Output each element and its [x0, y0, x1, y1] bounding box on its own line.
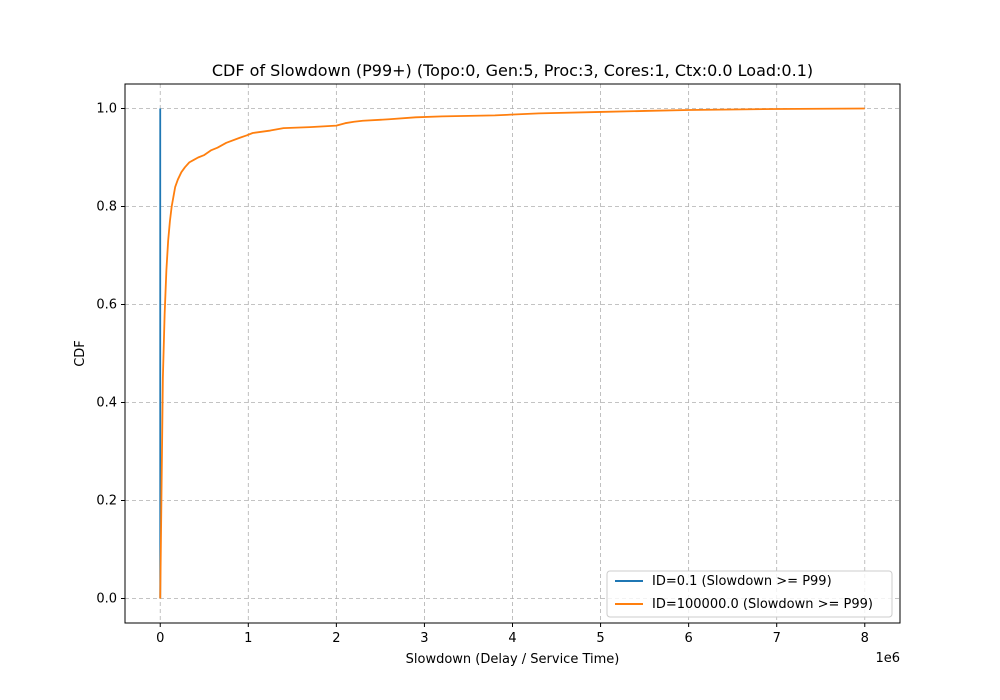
x-tick-label: 3: [420, 631, 428, 646]
y-tick-label: 0.0: [96, 592, 117, 607]
legend: ID=0.1 (Slowdown >= P99) ID=100000.0 (Sl…: [606, 570, 893, 618]
x-tick-label: 7: [773, 631, 781, 646]
y-tick-label: 0.6: [96, 298, 117, 313]
grid-layer: [125, 84, 900, 623]
series-layer: [159, 107, 865, 599]
tick-layer: 0 1 2 3 4 5 6 7 8 0.0 0.2 0.4 0.6 0.8 1.0: [96, 102, 869, 647]
y-tick-label: 0.8: [96, 200, 117, 215]
legend-label-series-1: ID=0.1 (Slowdown >= P99): [652, 574, 832, 589]
x-tick-label: 4: [508, 631, 516, 646]
x-tick-label: 6: [684, 631, 692, 646]
x-tick-label: 2: [332, 631, 340, 646]
y-tick-label: 1.0: [96, 102, 117, 117]
legend-label-series-2: ID=100000.0 (Slowdown >= P99): [652, 597, 873, 612]
x-tick-label: 1: [244, 631, 252, 646]
y-tick-label: 0.2: [96, 494, 117, 509]
x-tick-label: 0: [156, 631, 164, 646]
x-tick-label: 8: [861, 631, 869, 646]
x-axis-label: Slowdown (Delay / Service Time): [406, 652, 620, 667]
y-tick-label: 0.4: [96, 396, 117, 411]
x-tick-label: 5: [596, 631, 604, 646]
chart-title: CDF of Slowdown (P99+) (Topo:0, Gen:5, P…: [212, 61, 813, 80]
series-line-2: [159, 107, 865, 599]
legend-box: [606, 570, 893, 618]
y-axis-label: CDF: [73, 340, 88, 367]
x-axis-offset-label: 1e6: [875, 651, 900, 666]
